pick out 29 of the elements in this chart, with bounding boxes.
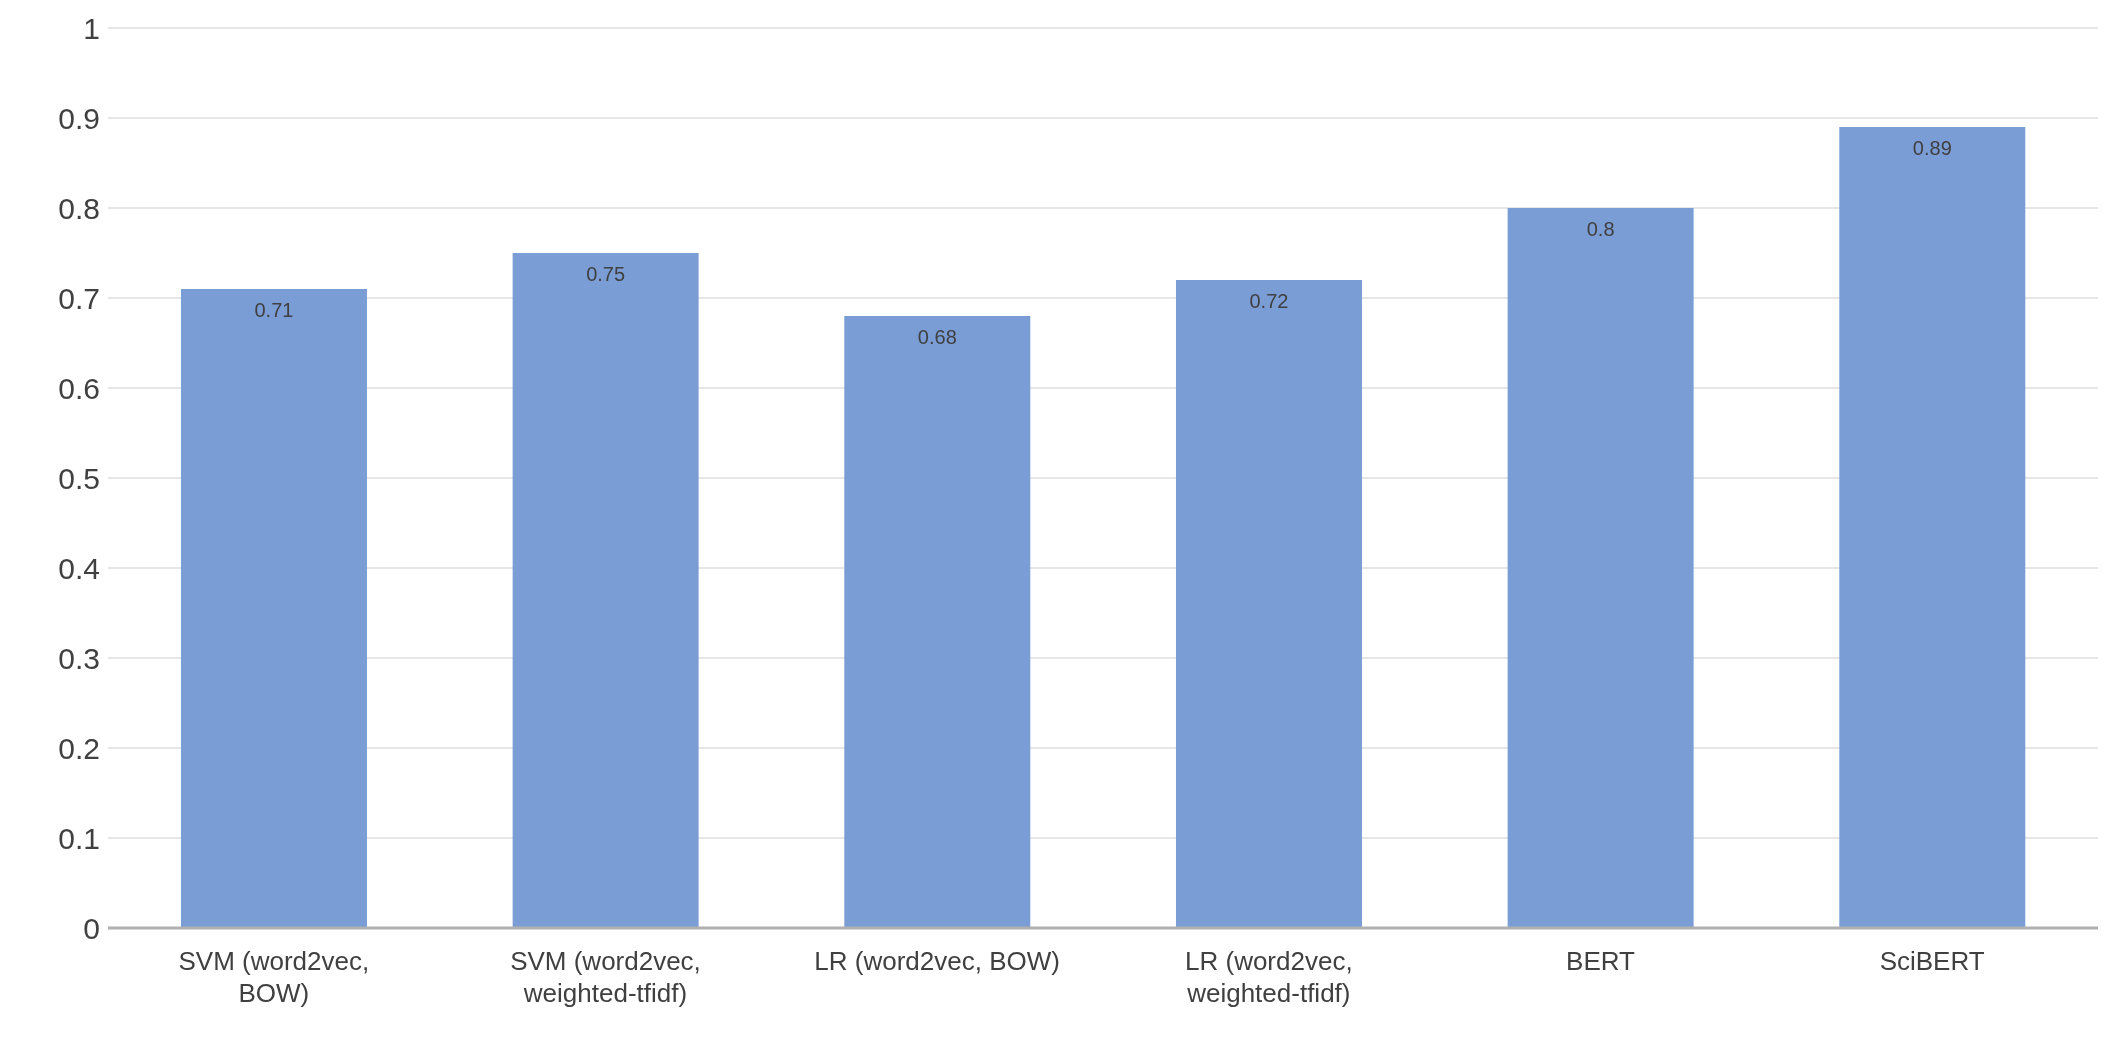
data-label: 0.89 [1912, 137, 1952, 160]
data-label: 0.75 [586, 263, 626, 286]
bar [1175, 280, 1362, 928]
bar [512, 253, 699, 928]
y-tick-label: 0 [83, 911, 100, 945]
y-tick-label: 0.4 [58, 551, 100, 585]
x-tick-label: BERT [1566, 946, 1636, 976]
y-tick-label: 0.2 [58, 731, 100, 765]
bar [1507, 208, 1694, 928]
y-tick-label: 0.8 [58, 191, 100, 225]
x-tick-label: LR (word2vec, BOW) [814, 946, 1060, 976]
y-tick-label: 0.3 [58, 641, 100, 675]
bar [180, 289, 367, 928]
bar [844, 316, 1031, 928]
x-tick-label: SVM (word2vec, weighted-tfidf) [510, 946, 701, 1008]
data-label: 0.8 [1586, 218, 1615, 241]
y-tick-label: 0.7 [58, 281, 100, 315]
y-tick-label: 0.6 [58, 371, 100, 405]
y-tick-label: 0.1 [58, 821, 100, 855]
y-tick-label: 1 [83, 11, 100, 45]
y-tick-label: 0.5 [58, 461, 100, 495]
y-tick-label: 0.9 [58, 101, 100, 135]
x-tick-label: LR (word2vec, weighted-tfidf) [1185, 946, 1353, 1008]
data-label: 0.72 [1249, 290, 1289, 313]
data-label: 0.71 [254, 299, 294, 322]
x-tick-label: SVM (word2vec, BOW) [178, 946, 370, 1008]
bar [1839, 127, 2026, 928]
data-label: 0.68 [917, 326, 957, 349]
x-tick-label: SciBERT [1879, 946, 1985, 976]
